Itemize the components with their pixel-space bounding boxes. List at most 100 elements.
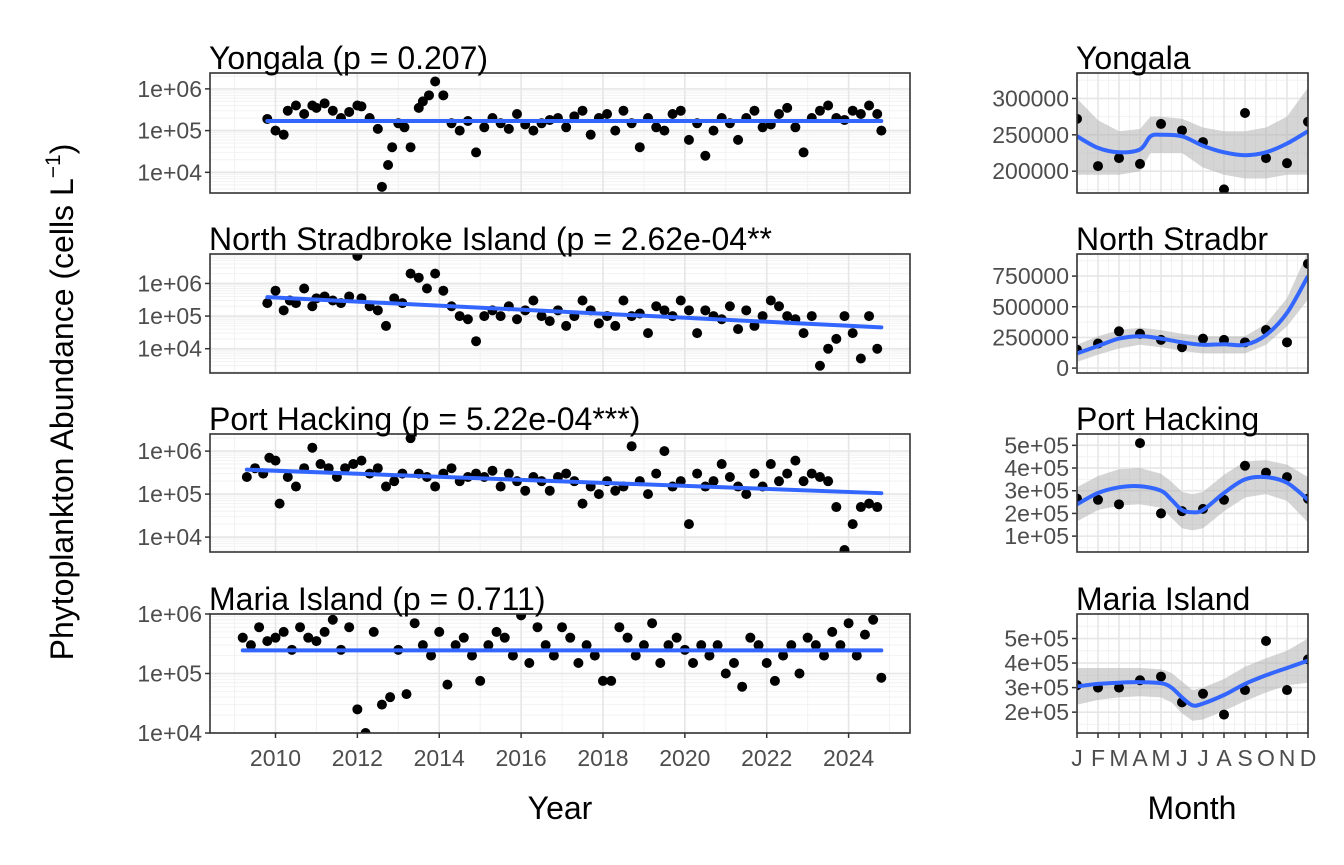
data-point — [589, 650, 600, 661]
data-point — [438, 285, 449, 296]
data-point — [864, 100, 875, 111]
data-point — [765, 459, 776, 470]
data-point — [847, 105, 858, 116]
y-tick-label: 2e+05 — [1004, 500, 1069, 526]
data-point — [737, 681, 748, 692]
data-point — [786, 640, 797, 651]
data-point — [757, 311, 768, 322]
data-point — [442, 679, 453, 690]
data-point — [876, 125, 887, 136]
y-tick-label: 500000 — [992, 294, 1069, 320]
data-point — [454, 125, 465, 136]
data-point — [381, 320, 392, 331]
data-point — [1177, 342, 1187, 353]
data-point — [495, 481, 506, 492]
data-point — [430, 268, 441, 279]
smooth-curve — [1077, 474, 1308, 515]
data-point — [528, 295, 539, 306]
data-point — [462, 314, 473, 325]
data-point — [1198, 333, 1208, 344]
data-point — [659, 305, 670, 316]
data-point — [454, 311, 465, 322]
x-tick-label: S — [1237, 745, 1252, 771]
panel-border — [1076, 613, 1309, 734]
data-point — [831, 333, 842, 344]
data-point — [724, 301, 735, 312]
data-point — [692, 328, 703, 339]
panel-border — [1076, 253, 1309, 374]
data-point — [610, 320, 621, 331]
x-axis-label-month: Month — [1148, 790, 1237, 826]
data-point — [855, 108, 866, 119]
data-point — [1077, 113, 1082, 124]
data-point — [806, 311, 817, 322]
data-point — [311, 636, 322, 647]
panel-title: Maria Island (p = 0.711) — [209, 581, 545, 617]
data-point — [585, 129, 596, 140]
data-point — [745, 632, 756, 643]
data-point — [757, 122, 768, 133]
data-point — [872, 343, 883, 354]
data-point — [507, 650, 518, 661]
data-point — [520, 485, 531, 496]
data-point — [381, 481, 392, 492]
data-point — [254, 622, 265, 633]
data-point — [663, 640, 674, 651]
data-point — [278, 626, 289, 637]
y-tick-label: 0 — [1056, 355, 1069, 381]
panel-border — [1076, 72, 1309, 194]
data-point — [819, 650, 830, 661]
data-point — [814, 360, 825, 371]
panel-title: Yongala — [1076, 40, 1191, 76]
data-point — [630, 650, 641, 661]
data-point — [864, 498, 875, 509]
data-point — [614, 622, 625, 633]
panel-border — [1076, 433, 1309, 553]
data-point — [1261, 153, 1271, 164]
data-point — [647, 618, 658, 629]
data-point — [814, 105, 825, 116]
data-point — [692, 468, 703, 479]
data-point — [499, 632, 510, 643]
data-point — [798, 147, 809, 158]
y-tick-label: 250000 — [992, 324, 1069, 350]
smooth-curve — [1077, 275, 1308, 356]
data-point — [311, 102, 322, 113]
data-point — [282, 105, 293, 116]
data-point — [741, 489, 752, 500]
data-point — [1114, 499, 1124, 510]
data-point — [487, 465, 498, 476]
data-point — [643, 328, 654, 339]
data-point — [262, 636, 273, 647]
x-tick-label: 2022 — [741, 745, 792, 771]
x-tick-label: A — [1132, 745, 1148, 771]
data-point — [548, 650, 559, 661]
data-point — [270, 455, 281, 466]
data-point — [344, 106, 355, 117]
data-point — [700, 305, 711, 316]
data-point — [618, 105, 629, 116]
data-point — [864, 311, 875, 322]
data-point — [643, 489, 654, 500]
data-point — [319, 626, 330, 637]
data-point — [421, 283, 432, 294]
data-point — [872, 108, 883, 119]
data-point — [749, 320, 760, 331]
data-point — [372, 305, 383, 316]
data-point — [823, 343, 834, 354]
data-point — [814, 471, 825, 482]
data-point — [765, 295, 776, 306]
data-point — [417, 640, 428, 651]
data-point — [299, 108, 310, 119]
data-point — [618, 295, 629, 306]
data-point — [399, 122, 410, 133]
data-point — [565, 632, 576, 643]
data-point — [344, 622, 355, 633]
trend-line — [244, 467, 884, 496]
data-point — [426, 650, 437, 661]
data-point — [774, 476, 785, 487]
data-point — [241, 471, 252, 482]
data-point — [651, 301, 662, 312]
